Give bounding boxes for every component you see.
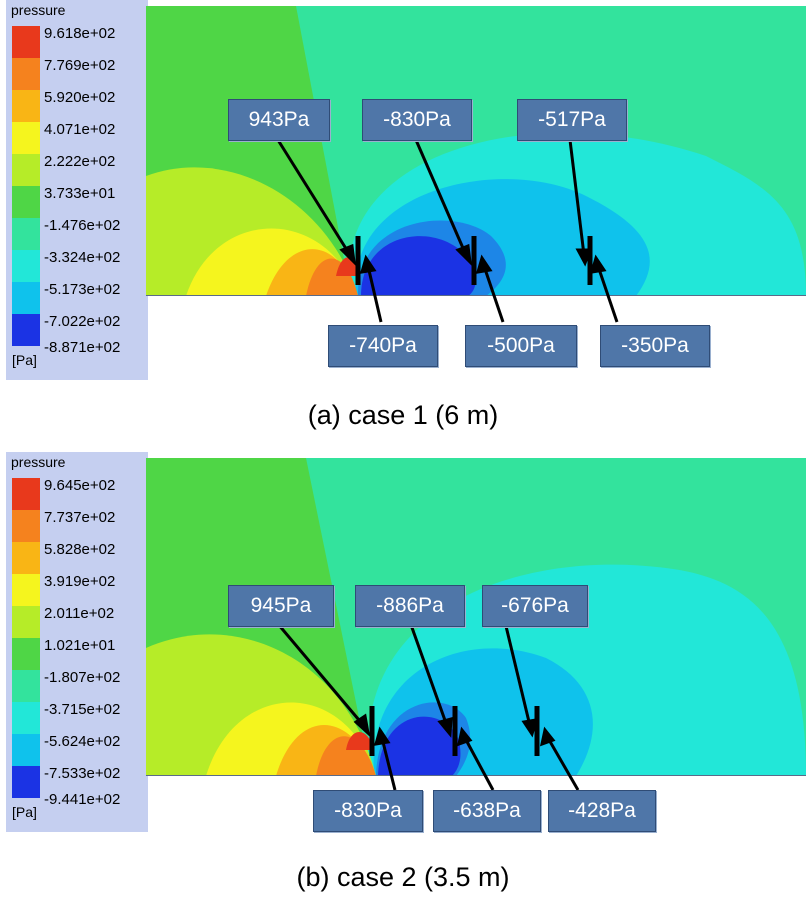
legend-tick: 3.919e+02 (44, 573, 116, 590)
legend-tick: -1.807e+02 (44, 669, 121, 686)
legend-unit: [Pa] (12, 804, 37, 820)
callout-pressure: -517Pa (517, 99, 627, 141)
legend-tick: -8.871e+02 (44, 339, 121, 356)
pressure-legend: pressure 9.645e+02 7.737e+02 5.828e+02 3… (6, 452, 148, 832)
legend-title: pressure (11, 2, 66, 18)
callout-pressure: -350Pa (600, 325, 710, 367)
legend-tick: 2.011e+02 (44, 605, 115, 622)
legend-swatch-2 (12, 90, 40, 122)
panel-case-1: pressure 9.618e+02 7.769e+02 5.920e+02 4… (0, 0, 806, 400)
legend-tick: 2.222e+02 (44, 153, 116, 170)
legend-swatch-2 (12, 542, 40, 574)
legend-unit: [Pa] (12, 352, 37, 368)
legend-swatch-4 (12, 606, 40, 638)
legend-tick: -7.533e+02 (44, 765, 121, 782)
callout-pressure: -886Pa (355, 585, 465, 627)
legend-tick: 9.618e+02 (44, 25, 116, 42)
callout-arrows (276, 139, 619, 323)
legend-title: pressure (11, 454, 66, 470)
legend-swatch-5 (12, 186, 40, 218)
callout-pressure: 943Pa (228, 99, 330, 141)
callout-pressure: -830Pa (313, 790, 423, 832)
legend-swatch-0 (12, 26, 40, 58)
legend-tick: -1.476e+02 (44, 217, 121, 234)
legend-swatch-8 (12, 734, 40, 766)
callout-pressure: 945Pa (228, 585, 334, 627)
legend-tick: -5.624e+02 (44, 733, 121, 750)
callout-pressure: -740Pa (328, 325, 438, 367)
legend-tick: 1.021e+01 (44, 637, 116, 654)
legend-tick: 7.769e+02 (44, 57, 116, 74)
legend-swatch-3 (12, 122, 40, 154)
legend-tick: 9.645e+02 (44, 477, 116, 494)
legend-tick: 5.828e+02 (44, 541, 116, 558)
legend-swatch-6 (12, 670, 40, 702)
legend-tick: -9.441e+02 (44, 791, 121, 808)
legend-swatch-9 (12, 314, 40, 346)
legend-tick: -5.173e+02 (44, 281, 121, 298)
pressure-contour-plot (146, 458, 806, 776)
callout-pressure: -638Pa (433, 790, 541, 832)
legend-swatch-9 (12, 766, 40, 798)
legend-swatch-7 (12, 250, 40, 282)
callout-pressure: -428Pa (548, 790, 656, 832)
legend-swatch-0 (12, 478, 40, 510)
legend-tick: 7.737e+02 (44, 509, 116, 526)
legend-tick: 4.071e+02 (44, 121, 116, 138)
pressure-legend: pressure 9.618e+02 7.769e+02 5.920e+02 4… (6, 0, 148, 380)
legend-tick: -3.324e+02 (44, 249, 121, 266)
callout-pressure: -500Pa (465, 325, 577, 367)
legend-tick: 3.733e+01 (44, 185, 116, 202)
callout-arrows (276, 621, 580, 791)
legend-swatch-1 (12, 510, 40, 542)
legend-swatch-5 (12, 638, 40, 670)
legend-swatch-6 (12, 218, 40, 250)
legend-swatch-7 (12, 702, 40, 734)
caption-case-2: (b) case 2 (3.5 m) (296, 862, 510, 892)
legend-swatch-1 (12, 58, 40, 90)
callout-pressure: -830Pa (362, 99, 472, 141)
callout-pressure: -676Pa (482, 585, 588, 627)
legend-tick: -3.715e+02 (44, 701, 121, 718)
legend-swatch-4 (12, 154, 40, 186)
caption-case-1: (a) case 1 (6 m) (307, 400, 499, 430)
legend-swatch-3 (12, 574, 40, 606)
legend-tick: -7.022e+02 (44, 313, 121, 330)
legend-swatch-8 (12, 282, 40, 314)
panel-case-2: pressure 9.645e+02 7.737e+02 5.828e+02 3… (0, 452, 806, 832)
legend-tick: 5.920e+02 (44, 89, 116, 106)
